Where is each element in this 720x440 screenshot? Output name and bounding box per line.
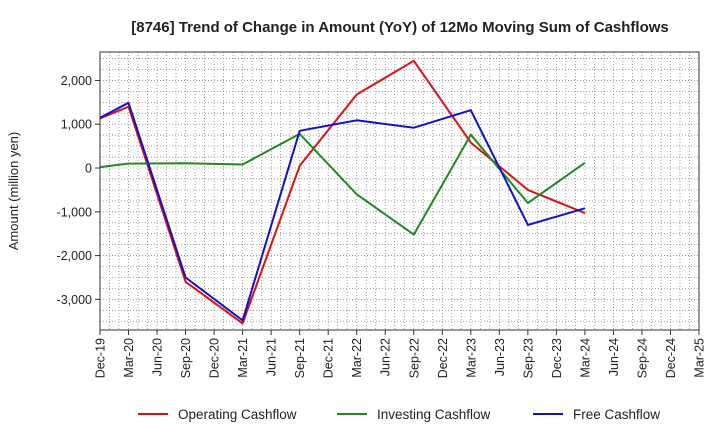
x-tick-label: Mar-21 (236, 338, 250, 378)
x-tick-label: Sep-24 (635, 338, 649, 378)
y-axis-label: Amount (million yen) (6, 132, 21, 251)
x-tick-label: Dec-23 (550, 338, 564, 378)
y-tick-label: -1,000 (57, 205, 92, 219)
y-axis-ticks: 2,000 1,000 0 -1,000 -2,000 -3,000 (57, 74, 100, 307)
x-tick-label: Mar-24 (578, 338, 592, 378)
x-tick-label: Dec-22 (436, 338, 450, 378)
y-tick-label: -2,000 (57, 249, 92, 263)
series-line-free-cashflow (99, 101, 586, 322)
grid-lines (100, 52, 699, 330)
y-tick-label: 2,000 (61, 74, 92, 88)
legend-label-operating-cashflow: Operating Cashflow (178, 407, 297, 422)
x-tick-label: Jun-20 (151, 338, 165, 376)
x-tick-label: Mar-20 (122, 338, 136, 378)
plot-frame (99, 51, 700, 331)
x-tick-label: Sep-23 (521, 338, 535, 378)
legend-label-investing-cashflow: Investing Cashflow (377, 407, 491, 422)
legend: Operating Cashflow Investing Cashflow Free… (138, 407, 660, 422)
x-tick-label: Jun-24 (607, 338, 621, 376)
chart-title: [8746] Trend of Change in Amount (YoY) o… (131, 19, 669, 36)
x-tick-label: Jun-21 (265, 338, 279, 376)
x-tick-label: Jun-23 (493, 338, 507, 376)
x-tick-label: Sep-20 (179, 338, 193, 378)
x-tick-label: Mar-23 (464, 338, 478, 378)
x-tick-label: Jun-22 (379, 338, 393, 376)
x-tick-label: Sep-21 (293, 338, 307, 378)
x-tick-label: Mar-25 (693, 338, 707, 378)
plot-area (100, 52, 699, 330)
x-tick-label: Dec-20 (208, 338, 222, 378)
y-tick-label: 0 (85, 162, 92, 176)
legend-label-free-cashflow: Free Cashflow (573, 407, 660, 422)
y-tick-label: -3,000 (57, 293, 92, 307)
x-tick-label: Dec-19 (94, 338, 108, 378)
x-tick-label: Dec-21 (322, 338, 336, 378)
series-lines (99, 59, 586, 325)
x-tick-label: Dec-24 (664, 338, 678, 378)
y-tick-label: 1,000 (61, 118, 92, 132)
x-tick-label: Sep-22 (407, 338, 421, 378)
x-tick-label: Mar-22 (350, 338, 364, 378)
x-axis-ticks: Dec-19 Mar-20 Jun-20 Sep-20 Dec-20 Mar-21 Jun-… (94, 330, 707, 378)
